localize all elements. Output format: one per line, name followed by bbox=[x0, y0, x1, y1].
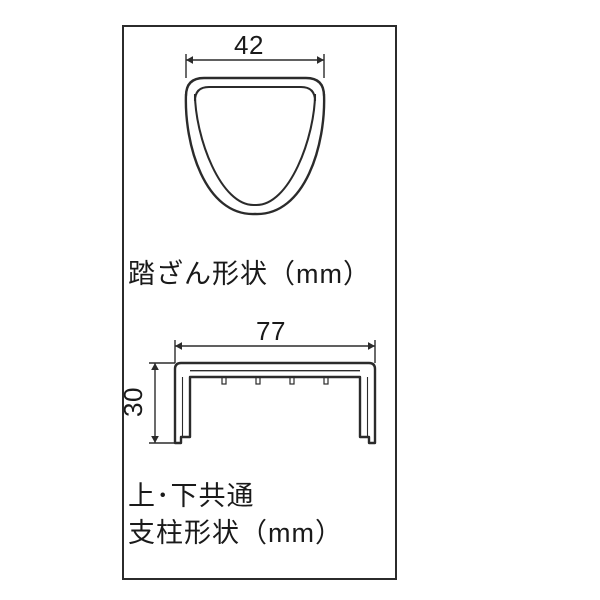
stile-width-value: 77 bbox=[256, 316, 286, 347]
stile-height-value: 30 bbox=[118, 387, 149, 417]
page: 42 踏ざん形状（mm） 77 30 上･下共通 支柱形状（mm） bbox=[0, 0, 600, 600]
stile-caption-line1: 上･下共通 bbox=[128, 478, 343, 515]
stile-caption: 上･下共通 支柱形状（mm） bbox=[128, 478, 343, 552]
stile-caption-line2: 支柱形状（mm） bbox=[128, 515, 343, 552]
